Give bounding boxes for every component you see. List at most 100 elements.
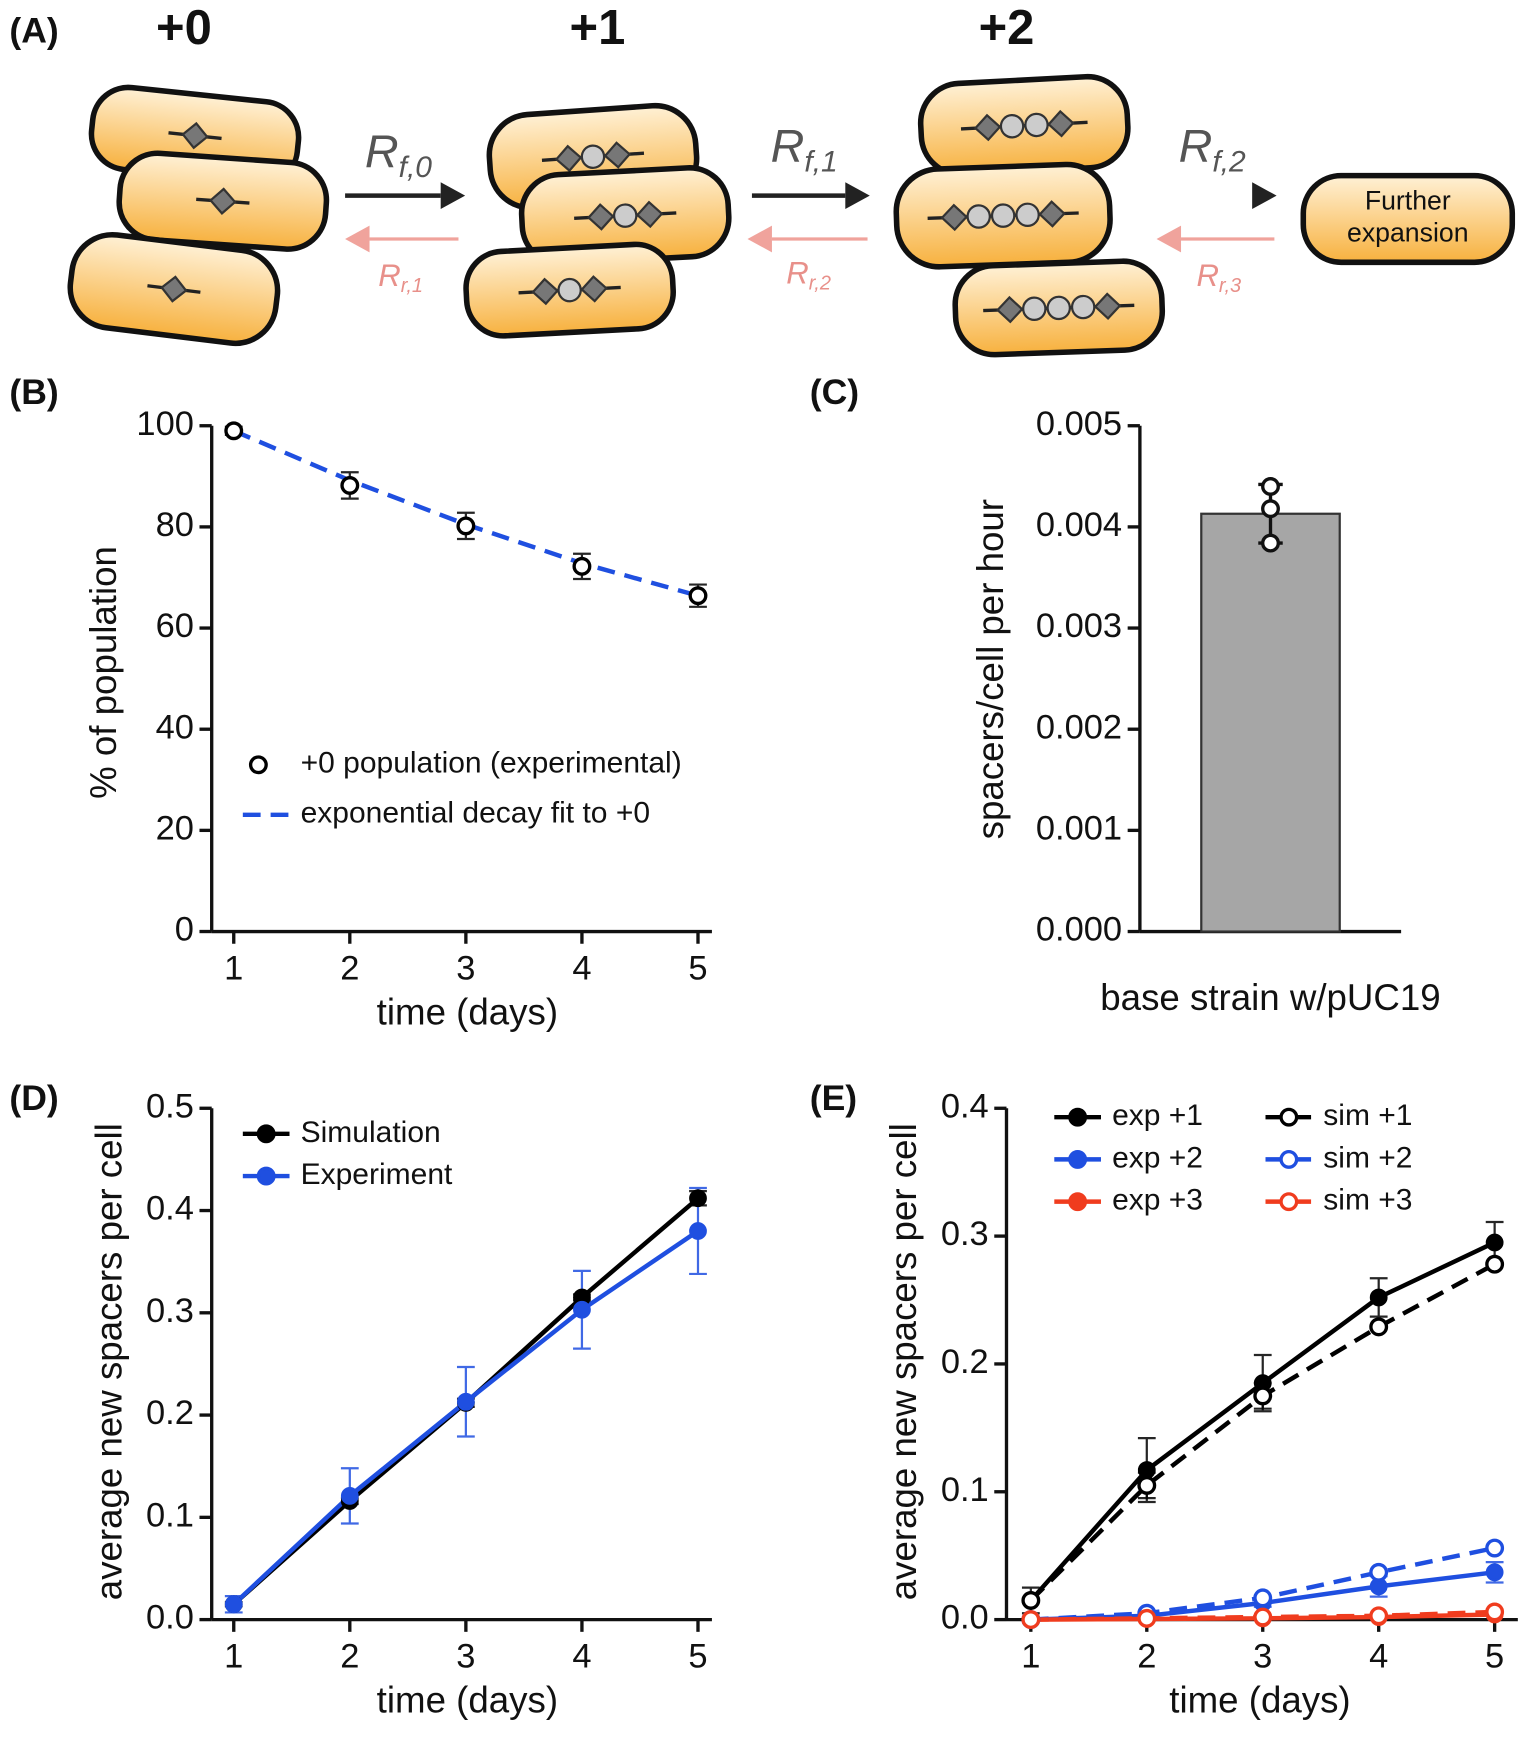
spacer (1070, 294, 1096, 320)
chart: (B) 0 20 40 60 80 100 % of population 1 2 3 4 5 time … (9, 372, 712, 1033)
panel-label: (E) (810, 1078, 857, 1118)
legend-marker (256, 1124, 276, 1144)
x-tick-label: 3 (456, 1638, 475, 1676)
x-tick-label: 1 (224, 950, 243, 988)
x-tick-label: 3 (456, 950, 475, 988)
y-tick-label: 0 (175, 911, 194, 949)
y-tick-label: 0.4 (941, 1087, 989, 1125)
y-tick-label: 0.2 (146, 1394, 194, 1432)
cell-text: expansion (1347, 218, 1469, 248)
data-point (1369, 1317, 1389, 1337)
state-label: +1 (570, 1, 626, 55)
y-tick-label: 60 (156, 607, 194, 645)
data-point (688, 586, 708, 606)
spacer (557, 277, 582, 303)
panel-label: (B) (9, 372, 58, 412)
legend-marker (256, 1166, 276, 1186)
replicate-point (1261, 533, 1280, 553)
x-tick-label: 4 (572, 950, 591, 988)
data-point (1485, 1563, 1504, 1582)
y-tick-label: 100 (136, 405, 193, 443)
spacer (999, 114, 1025, 139)
data-point (573, 1300, 591, 1319)
diagram: (A) +0 +1 +2 Rf,0 Rf,1 Rf,2 Rr,1 Rr,2 Rr… (9, 1, 1516, 358)
bar (1200, 512, 1341, 933)
data-point (1137, 1475, 1157, 1495)
rate-symbol: R (786, 256, 808, 291)
state-label: +2 (979, 1, 1035, 55)
cell (116, 150, 330, 252)
y-tick-label: 0.0 (941, 1599, 989, 1637)
legend-marker (1279, 1192, 1299, 1212)
data-point (340, 1486, 359, 1505)
series-line (1029, 1240, 1496, 1602)
data-point (1253, 1607, 1273, 1627)
data-point (1485, 1538, 1505, 1558)
x-tick-label: base strain w/pUC19 (1100, 977, 1440, 1018)
x-tick-label: 2 (1137, 1638, 1156, 1676)
replicate-point (1261, 476, 1280, 496)
y-tick-label: 0.001 (1036, 809, 1122, 847)
rate-symbol: R (1196, 258, 1218, 293)
forward-rate: Rf,0 (365, 126, 432, 184)
legend-label: sim +3 (1323, 1184, 1412, 1217)
x-tick-label: 5 (688, 950, 707, 988)
x-axis-label: time (days) (1169, 1680, 1350, 1721)
data-point (1369, 1288, 1388, 1307)
data-point (1369, 1606, 1389, 1626)
spacer (990, 203, 1016, 228)
replicate-point (1261, 499, 1280, 519)
y-tick-label: 80 (156, 506, 194, 544)
x-tick-label: 1 (224, 1638, 243, 1676)
spacer (580, 144, 606, 169)
x-tick-label: 2 (340, 950, 359, 988)
rate-symbol: R (378, 258, 400, 293)
panel-label: (A) (9, 11, 58, 51)
data-point (1253, 1588, 1273, 1608)
legend-label: exp +2 (1112, 1141, 1203, 1174)
spacer (1015, 202, 1040, 228)
repeat (940, 203, 969, 232)
repeat (531, 277, 559, 306)
x-axis-label: time (days) (377, 1680, 558, 1721)
y-tick-label: 20 (156, 809, 194, 847)
repeat (635, 200, 664, 229)
state-label: +0 (156, 1, 212, 55)
spacer (1024, 112, 1049, 138)
rate-subscript: f,1 (804, 145, 837, 178)
y-axis-label: % of population (83, 546, 124, 799)
panel-label: (C) (810, 372, 859, 412)
y-axis-label: average new spacers per cell (88, 1123, 129, 1600)
y-tick-label: 0.003 (1036, 607, 1122, 645)
rate-symbol: R (1179, 120, 1213, 172)
chart: (C) 0.000 0.001 0.002 0.003 0.004 0.005 spacers… (810, 372, 1441, 1018)
legend-label: sim +1 (1323, 1099, 1412, 1132)
cell-text: Further (1365, 185, 1451, 215)
y-tick-label: 0.000 (1036, 911, 1122, 949)
y-axis-label: spacers/cell per hour (970, 499, 1011, 839)
legend-label: exponential decay fit to +0 (301, 797, 650, 830)
series-line (1029, 1262, 1496, 1603)
cell (463, 241, 676, 339)
repeat (554, 144, 583, 173)
legend-label: exp +3 (1112, 1184, 1203, 1217)
y-tick-label: 0.1 (146, 1496, 194, 1534)
y-tick-label: 0.002 (1036, 708, 1122, 746)
chart: (E) 0.0 0.1 0.2 0.3 0.4 average new spacers pe… (810, 1078, 1518, 1721)
legend-marker (1068, 1149, 1088, 1169)
data-point (689, 1222, 707, 1240)
y-axis-label: average new spacers per cell (883, 1123, 924, 1600)
x-tick-label: 5 (688, 1638, 707, 1676)
y-tick-label: 0.004 (1036, 506, 1122, 544)
forward-rate: Rf,1 (771, 120, 838, 178)
legend-label: exp +1 (1112, 1099, 1203, 1132)
spacer (1046, 295, 1071, 321)
data-point (224, 421, 244, 441)
x-tick-label: 2 (340, 1638, 359, 1676)
data-point (1137, 1608, 1157, 1628)
data-point (689, 1189, 707, 1208)
repeat (1047, 109, 1075, 138)
data-point (1485, 1233, 1504, 1252)
y-tick-label: 0.2 (941, 1343, 989, 1381)
